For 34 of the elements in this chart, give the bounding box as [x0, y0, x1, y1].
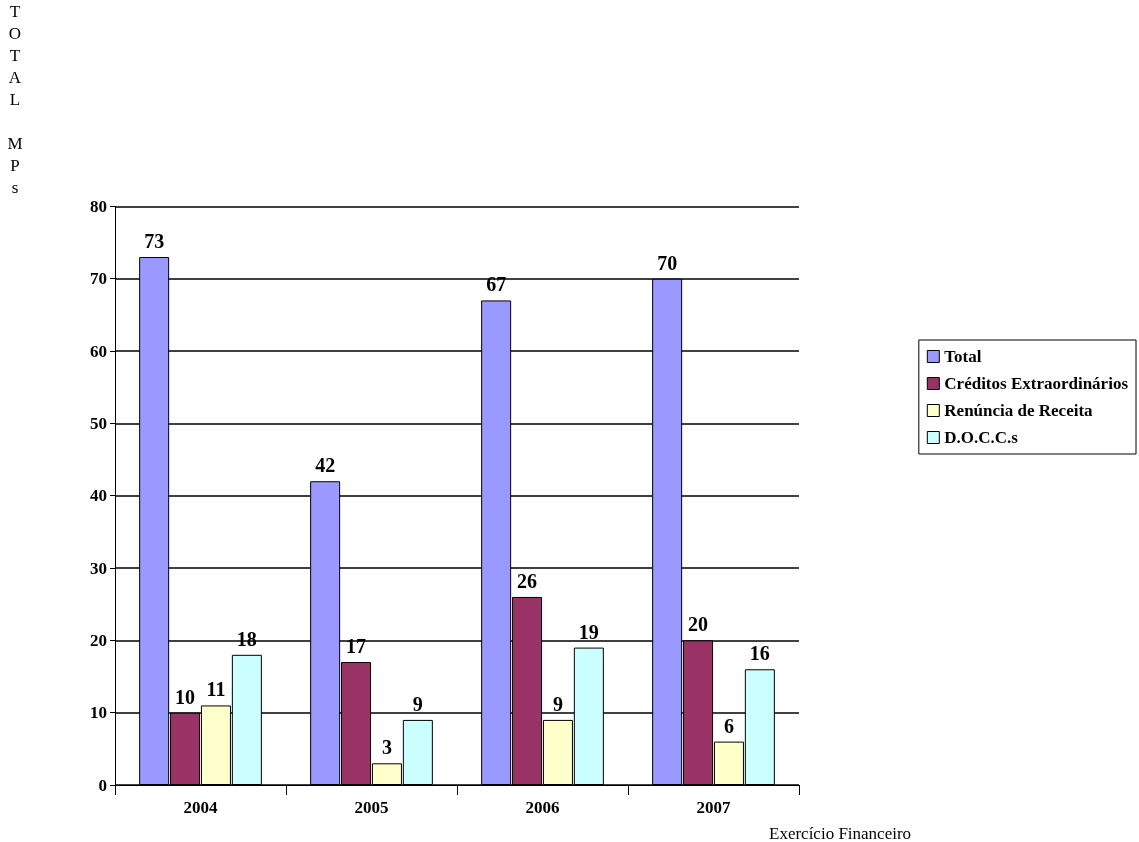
- data-label: 3: [381, 736, 392, 759]
- y-tick-label: 80: [90, 196, 107, 216]
- y-tick-label: 40: [90, 486, 107, 506]
- data-label: 9: [412, 692, 423, 715]
- data-label: 16: [749, 642, 770, 665]
- data-label: 26: [517, 569, 538, 592]
- data-label: 42: [315, 454, 336, 477]
- legend-label: Créditos Extraordinários: [944, 374, 1129, 393]
- x-tick-label: 2006: [525, 798, 560, 817]
- text: TOTAL MPs: [7, 1, 23, 197]
- legend-label: Renúncia de Receita: [944, 401, 1094, 420]
- data-label: 20: [688, 613, 709, 636]
- y-tick-label: 60: [90, 341, 107, 361]
- x-tick-label: 2007: [696, 798, 731, 817]
- x-tick-label: 2004: [183, 798, 218, 817]
- y-tick-label: 0: [98, 775, 107, 795]
- data-label: 19: [578, 620, 599, 643]
- data-label: 9: [552, 692, 563, 715]
- y-tick-label: 70: [90, 269, 107, 289]
- x-tick-label: 2005: [354, 798, 389, 817]
- legend-label: Total: [944, 347, 982, 366]
- data-label: 11: [206, 678, 226, 701]
- y-tick-label: 10: [90, 703, 107, 723]
- y-tick-label: 30: [90, 558, 107, 578]
- legend-label: D.O.C.C.s: [944, 428, 1019, 447]
- x-axis-title: Exercício Financeiro: [769, 824, 912, 842]
- data-label: 17: [346, 635, 367, 658]
- data-label: 67: [486, 273, 507, 296]
- data-label: 73: [144, 230, 165, 253]
- data-label: 10: [175, 685, 196, 708]
- data-label: 70: [657, 251, 678, 274]
- y-tick-label: 50: [90, 413, 107, 433]
- y-tick-label: 20: [90, 630, 107, 650]
- data-label: 6: [723, 714, 734, 737]
